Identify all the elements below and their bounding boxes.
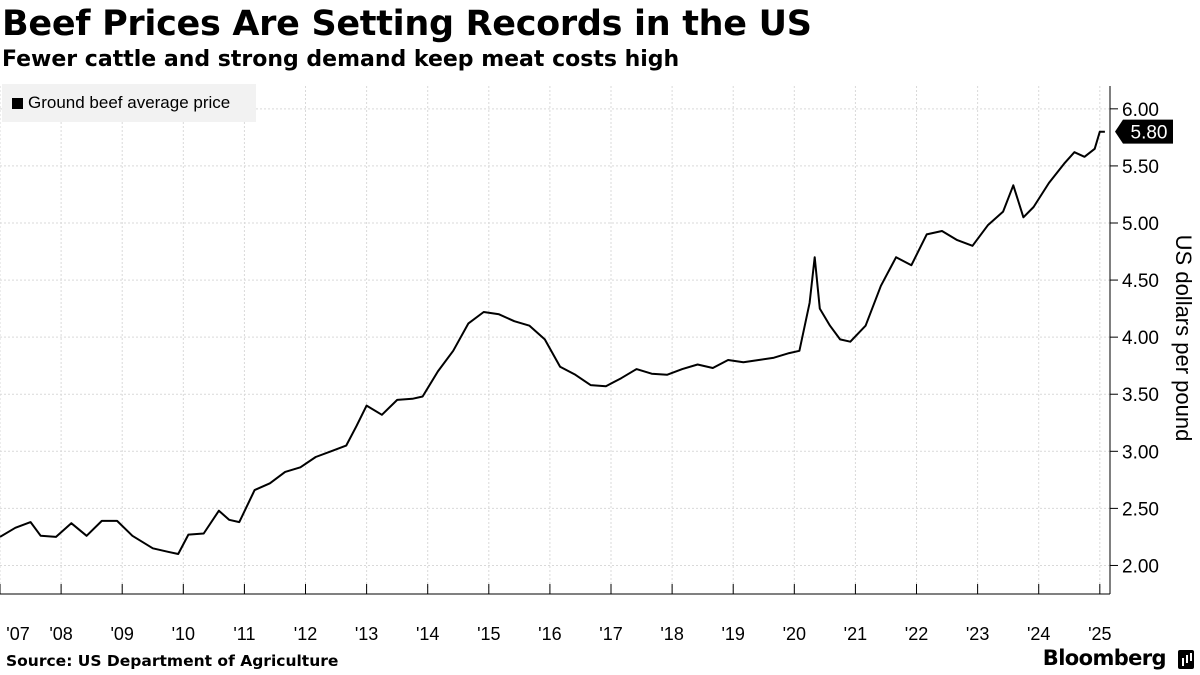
legend: Ground beef average price: [2, 84, 256, 122]
x-tick-label: '14: [416, 624, 439, 644]
last-value-badge: [1115, 119, 1173, 144]
x-tick-label: '12: [294, 624, 317, 644]
x-tick-label: '09: [110, 624, 133, 644]
x-tick-label: '24: [1027, 624, 1050, 644]
series-layer: [0, 130, 1105, 555]
y-tick-label: 5.50: [1122, 157, 1159, 178]
x-tick-label: '23: [966, 624, 989, 644]
x-tick-label: '15: [477, 624, 500, 644]
last-value-label: 5.80: [1131, 123, 1168, 144]
y-tick-label: 2.50: [1122, 499, 1159, 520]
x-tick-label: '10: [172, 624, 195, 644]
y-axis-label: US dollars per pound: [1171, 235, 1196, 442]
y-tick-label: 3.50: [1122, 385, 1159, 406]
x-tick-label: '19: [721, 624, 744, 644]
x-tick-label: '13: [355, 624, 378, 644]
y-tick-label: 5.00: [1122, 214, 1159, 235]
x-tick-label: '17: [599, 624, 622, 644]
axes: [0, 86, 1118, 595]
x-tick-label: '22: [905, 624, 928, 644]
y-tick-label: 3.00: [1122, 442, 1159, 463]
source-note: Source: US Department of Agriculture: [6, 652, 339, 670]
chart-subtitle: Fewer cattle and strong demand keep meat…: [2, 47, 680, 72]
x-tick-label: '25: [1088, 624, 1111, 644]
x-tick-label: '07: [6, 624, 29, 644]
x-tick-label: '16: [538, 624, 561, 644]
bloomberg-terminal-icon: [1178, 650, 1194, 669]
series-line-ground-beef: [0, 130, 1105, 555]
chart-title: Beef Prices Are Setting Records in the U…: [2, 4, 812, 44]
y-tick-label: 4.50: [1122, 271, 1159, 292]
tick-labels: '07 '08 '09 '10 '11 '12 '13 '14 '15 '16 '17 '18 '19 '…: [6, 100, 1196, 644]
x-tick-label: '21: [844, 624, 867, 644]
legend-label: Ground beef average price: [28, 93, 231, 112]
y-tick-label: 6.00: [1122, 100, 1159, 121]
x-tick-label: '11: [233, 624, 255, 644]
x-tick-label: '08: [49, 624, 72, 644]
y-tick-label: 2.00: [1122, 556, 1159, 577]
x-tick-label: '18: [660, 624, 683, 644]
brand-logo: Bloomberg: [1042, 646, 1167, 670]
y-tick-label: 4.00: [1122, 328, 1159, 349]
x-tick-label: '20: [783, 624, 806, 644]
grid-lines: [0, 86, 1110, 594]
legend-swatch: [12, 97, 23, 109]
